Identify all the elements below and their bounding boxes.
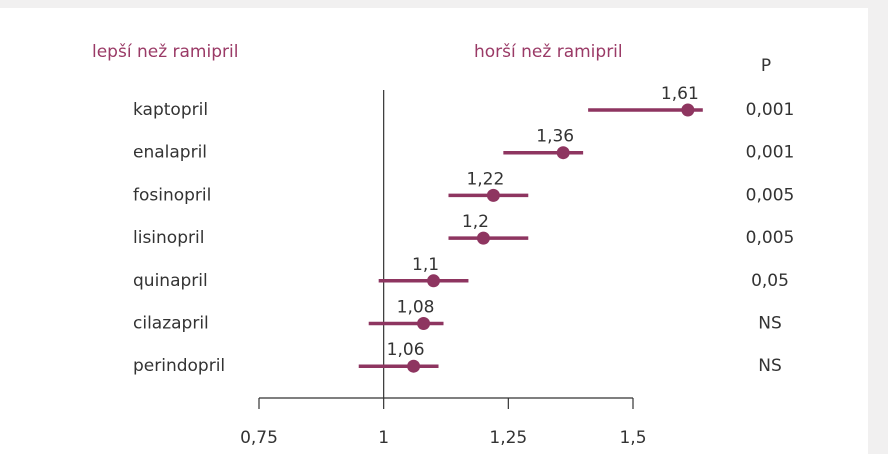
- p-value: 0,001: [746, 100, 795, 120]
- category-label: lisinopril: [133, 228, 204, 248]
- x-tick-label: 1: [378, 428, 389, 448]
- panel: [0, 8, 868, 454]
- value-label: 1,22: [466, 169, 504, 189]
- p-value: 0,005: [746, 185, 795, 205]
- p-value: 0,005: [746, 228, 795, 248]
- x-tick-label: 0,75: [240, 428, 278, 448]
- value-label: 1,08: [397, 298, 435, 318]
- value-label: 1,1: [412, 255, 439, 275]
- right-heading: horší než ramipril: [474, 42, 623, 62]
- point: [407, 359, 421, 373]
- x-tick-label: 1,25: [489, 428, 527, 448]
- category-label: cilazapril: [133, 314, 209, 334]
- point: [486, 188, 500, 202]
- p-value: NS: [758, 314, 782, 334]
- left-heading: lepší než ramipril: [92, 42, 238, 62]
- value-label: 1,36: [536, 127, 574, 147]
- category-label: fosinopril: [133, 185, 211, 205]
- point: [681, 103, 695, 117]
- category-label: quinapril: [133, 271, 208, 291]
- category-label: kaptopril: [133, 100, 208, 120]
- point: [556, 146, 570, 160]
- p-value: NS: [758, 356, 782, 376]
- value-label: 1,06: [387, 340, 425, 360]
- p-header: P: [761, 56, 771, 76]
- category-label: perindopril: [133, 356, 225, 376]
- value-label: 1,61: [661, 84, 699, 104]
- point: [417, 317, 431, 330]
- category-label: enalapril: [133, 143, 207, 163]
- p-value: 0,001: [746, 143, 795, 163]
- point: [476, 231, 490, 245]
- point: [427, 274, 441, 288]
- x-tick-label: 1,5: [619, 428, 646, 448]
- value-label: 1,2: [462, 212, 489, 232]
- p-value: 0,05: [751, 271, 789, 291]
